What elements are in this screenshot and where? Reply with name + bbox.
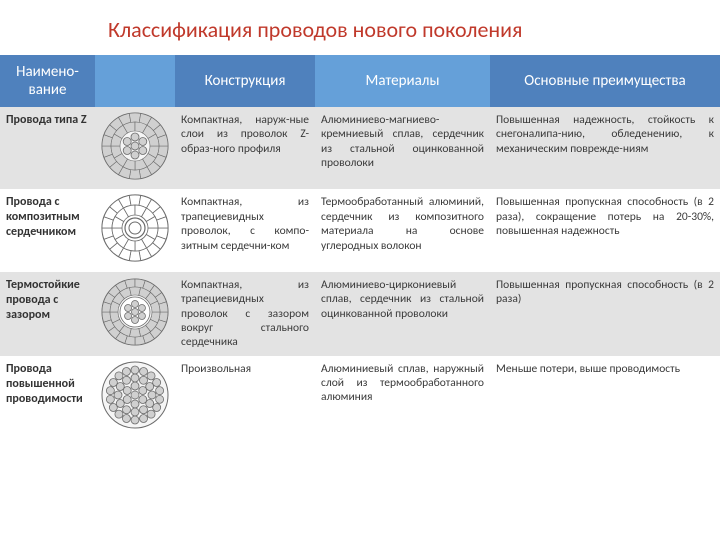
row-materials: Алюминиевый сплав, наружный слой из терм… — [315, 356, 490, 438]
table-row: Провода типа Z Компактная, наруж-ные слои… — [0, 107, 720, 189]
row-name: Провода типа Z — [0, 107, 95, 189]
row-advantages: Повышенная пропускная способность (в 2 р… — [490, 272, 720, 356]
row-materials: Алюминиево-циркониевый сплав, сердечник … — [315, 272, 490, 356]
table-col-header: Конструкция — [175, 55, 315, 107]
table-col-header — [95, 55, 175, 107]
row-diagram — [95, 189, 175, 271]
table-col-header: Основные преимущества — [490, 55, 720, 107]
classification-table: Наимено- вание КонструкцияМатериалыОсновн… — [0, 55, 720, 438]
row-diagram — [95, 272, 175, 356]
row-construction: Произвольная — [175, 356, 315, 438]
row-materials: Алюминиево-магниево-кремниевый сплав, се… — [315, 107, 490, 189]
table-col-header: Наимено- вание — [0, 55, 95, 107]
table-col-header: Материалы — [315, 55, 490, 107]
row-advantages: Меньше потери, выше проводимость — [490, 356, 720, 438]
table-row: Термостойкие провода с зазором Компактная… — [0, 272, 720, 356]
row-name: Провода повышенной проводимости — [0, 356, 95, 438]
row-diagram — [95, 107, 175, 189]
table-row: Провода повышенной проводимости Произволь… — [0, 356, 720, 438]
row-construction: Компактная, из трапециевидных проволок, … — [175, 189, 315, 271]
row-materials: Термообработанный алюминий, сердечник из… — [315, 189, 490, 271]
row-advantages: Повышенная пропускная способность (в 2 р… — [490, 189, 720, 271]
table-header-row: Наимено- вание КонструкцияМатериалыОсновн… — [0, 55, 720, 107]
row-construction: Компактная, из трапециевидных проволок с… — [175, 272, 315, 356]
page-title: Классификация проводов нового поколения — [0, 0, 720, 55]
title-text: Классификация проводов нового поколения — [108, 16, 523, 43]
row-construction: Компактная, наруж-ные слои из проволок Z… — [175, 107, 315, 189]
row-advantages: Повышенная надежность, стойкость к снего… — [490, 107, 720, 189]
table-row: Провода с композитным сердечником Компакт… — [0, 189, 720, 271]
row-name: Провода с композитным сердечником — [0, 189, 95, 271]
row-diagram — [95, 356, 175, 438]
row-name: Термостойкие провода с зазором — [0, 272, 95, 356]
